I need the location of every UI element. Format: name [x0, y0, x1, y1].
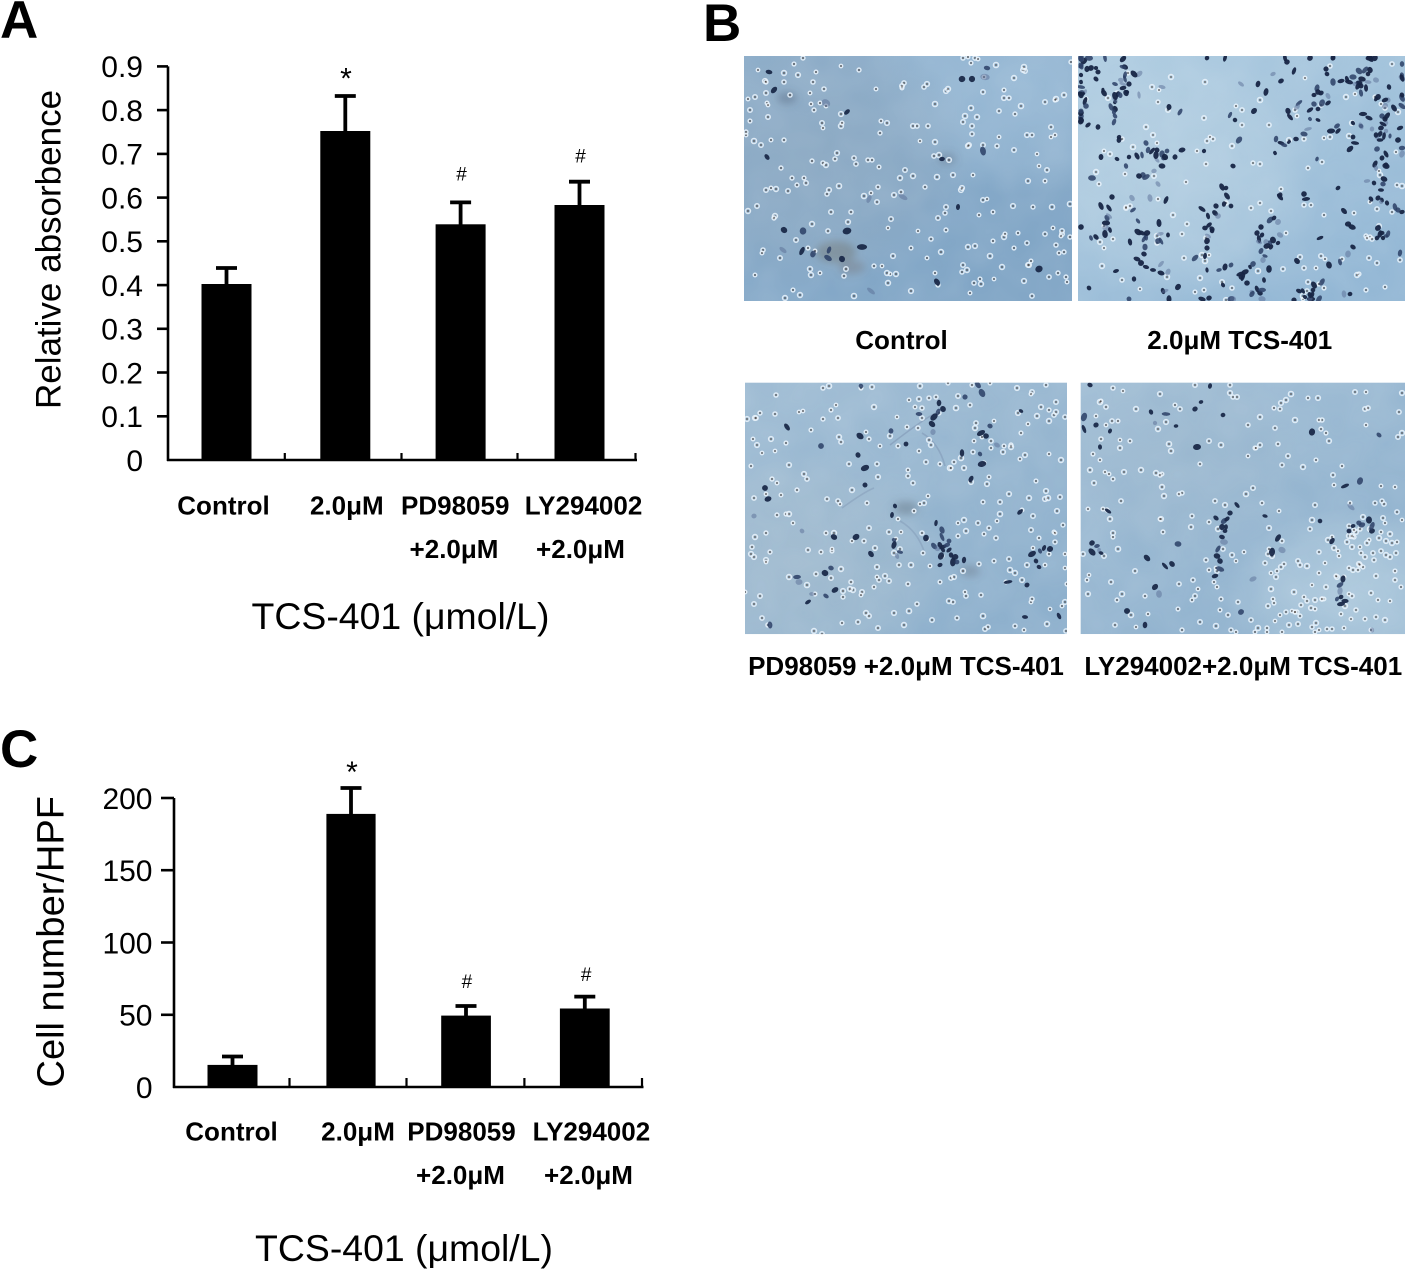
svg-text:PD98059 +2.0μM TCS-401: PD98059 +2.0μM TCS-401: [748, 651, 1064, 681]
svg-text:Relative absorbence: Relative absorbence: [30, 90, 69, 409]
svg-text:C: C: [0, 720, 38, 779]
svg-text:+2.0μM: +2.0μM: [410, 534, 499, 564]
svg-text:200: 200: [102, 783, 152, 816]
svg-text:PD98059: PD98059: [401, 491, 509, 521]
svg-text:#: #: [581, 965, 592, 986]
svg-text:Cell number/HPF: Cell number/HPF: [31, 796, 73, 1087]
svg-text:0.2: 0.2: [101, 357, 143, 390]
svg-text:150: 150: [102, 855, 152, 888]
svg-text:0.6: 0.6: [101, 182, 143, 215]
svg-text:A: A: [0, 0, 38, 50]
svg-text:+2.0μM: +2.0μM: [544, 1160, 633, 1190]
svg-text:B: B: [703, 0, 741, 53]
svg-text:2.0μM: 2.0μM: [310, 491, 384, 521]
svg-text:Control: Control: [177, 491, 269, 521]
svg-text:LY294002: LY294002: [525, 491, 643, 521]
svg-text:TCS-401 (μmol/L): TCS-401 (μmol/L): [252, 595, 550, 637]
svg-text:+2.0μM: +2.0μM: [416, 1160, 505, 1190]
svg-text:#: #: [456, 165, 467, 186]
svg-text:0.1: 0.1: [101, 401, 143, 434]
svg-text:+2.0μM: +2.0μM: [536, 534, 625, 564]
svg-text:2.0μM TCS-401: 2.0μM TCS-401: [1147, 325, 1332, 355]
svg-text:50: 50: [119, 1000, 152, 1033]
svg-text:100: 100: [102, 927, 152, 960]
svg-text:0.3: 0.3: [101, 314, 143, 347]
svg-text:0: 0: [136, 1072, 153, 1105]
svg-text:LY294002+2.0μM TCS-401: LY294002+2.0μM TCS-401: [1084, 651, 1402, 681]
svg-text:*: *: [340, 63, 352, 96]
svg-text:*: *: [346, 756, 358, 789]
svg-text:Control: Control: [185, 1117, 277, 1147]
svg-text:TCS-401 (μmol/L): TCS-401 (μmol/L): [255, 1227, 553, 1269]
svg-text:0.5: 0.5: [101, 226, 143, 259]
svg-text:2.0μM: 2.0μM: [321, 1117, 395, 1147]
svg-text:Control: Control: [855, 325, 947, 355]
svg-text:0: 0: [126, 445, 143, 478]
svg-text:#: #: [575, 147, 586, 168]
svg-text:0.4: 0.4: [101, 270, 143, 303]
svg-text:LY294002: LY294002: [533, 1117, 651, 1147]
svg-text:PD98059: PD98059: [407, 1117, 515, 1147]
svg-text:0.8: 0.8: [101, 95, 143, 128]
svg-text:0.7: 0.7: [101, 139, 143, 172]
svg-text:0.9: 0.9: [101, 51, 143, 84]
svg-text:#: #: [462, 972, 473, 993]
